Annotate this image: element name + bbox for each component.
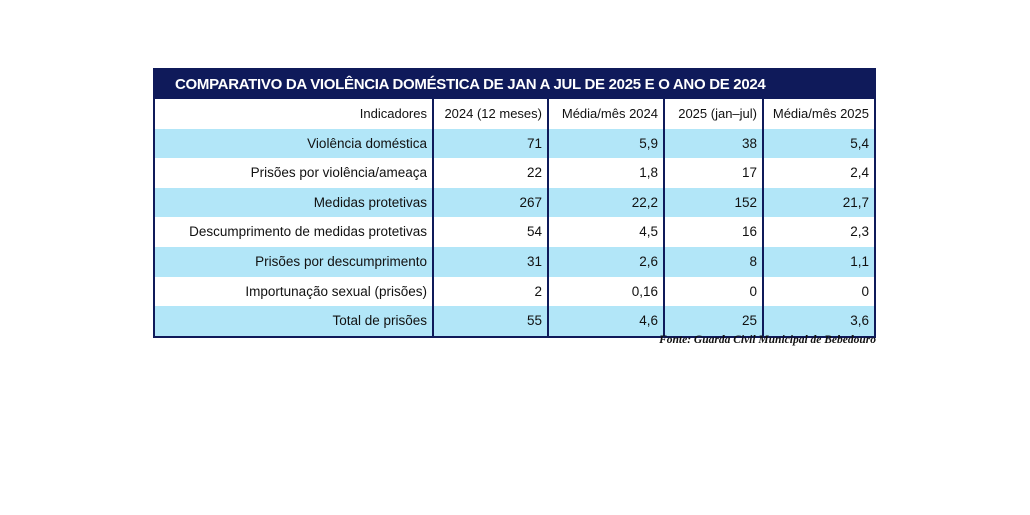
header-row: Indicadores 2024 (12 meses) Média/mês 2024… xyxy=(155,99,874,129)
table-cell: 21,7 xyxy=(842,194,869,210)
table-cell: Média/mês 2025 xyxy=(772,106,869,121)
table-cell: 267 xyxy=(434,187,549,218)
table-cell: 2,6 xyxy=(549,246,665,277)
table-cell: 1,1 xyxy=(850,253,869,269)
table-cell: 0,16 xyxy=(549,276,665,307)
table-cell: Total de prisões xyxy=(155,306,434,336)
table-row: Descumprimento de medidas protetivas 54 4,… xyxy=(155,217,874,247)
table-cell: 152 xyxy=(665,187,764,218)
table: COMPARATIVO DA VIOLÊNCIA DOMÉSTICA DE JA… xyxy=(153,68,876,338)
table-row: Medidas protetivas 267 22,2 152 21,7 xyxy=(155,187,874,218)
table-row: Violência doméstica 71 5,9 38 5,4 xyxy=(155,128,874,159)
table-title: COMPARATIVO DA VIOLÊNCIA DOMÉSTICA DE JA… xyxy=(155,70,874,99)
table-cell: 2,4 xyxy=(850,165,869,181)
table-cell: 25 xyxy=(665,306,764,336)
table-cell: Indicadores xyxy=(155,99,434,129)
table-cell: 4,5 xyxy=(549,217,665,247)
table-row: Prisões por violência/ameaça 22 1,8 17 2,4 xyxy=(155,158,874,188)
table-cell: 2024 (12 meses) xyxy=(434,99,549,129)
table-cell: 2 xyxy=(434,276,549,307)
table-cell: 17 xyxy=(665,158,764,188)
table-cell: Medidas protetivas xyxy=(155,187,434,218)
table-cell: 0 xyxy=(861,283,869,299)
table-cell: 16 xyxy=(665,217,764,247)
table-cell: 31 xyxy=(434,246,549,277)
table-cell: 22,2 xyxy=(549,187,665,218)
table-cell: 71 xyxy=(434,128,549,159)
source: Fonte: Guarda Civil Municipal de Bebedou… xyxy=(659,334,876,346)
table-cell: 3,6 xyxy=(850,313,869,329)
table-cell: Prisões por descumprimento xyxy=(155,246,434,277)
table-cell: Violência doméstica xyxy=(155,128,434,159)
table-cell: 2,3 xyxy=(850,224,869,240)
table-cell: 22 xyxy=(434,158,549,188)
table-row: Prisões por descumprimento 31 2,6 8 1,1 xyxy=(155,246,874,277)
table-cell: 4,6 xyxy=(549,306,665,336)
table-cell: 54 xyxy=(434,217,549,247)
table-cell: 8 xyxy=(665,246,764,277)
table-cell: Prisões por violência/ameaça xyxy=(155,158,434,188)
table-cell: 0 xyxy=(665,276,764,307)
table-row: Total de prisões 55 4,6 25 3,6 xyxy=(155,306,874,336)
table-cell: Média/mês 2024 xyxy=(549,99,665,129)
table-cell: 5,9 xyxy=(549,128,665,159)
table-cell: Descumprimento de medidas protetivas xyxy=(155,217,434,247)
table-cell: Importunação sexual (prisões) xyxy=(155,276,434,307)
table-row: Importunação sexual (prisões) 2 0,16 0 0 xyxy=(155,276,874,307)
table-cell: 5,4 xyxy=(850,135,869,151)
table-cell: 38 xyxy=(665,128,764,159)
table-cell: 1,8 xyxy=(549,158,665,188)
table-cell: 55 xyxy=(434,306,549,336)
table-cell: 2025 (jan–jul) xyxy=(665,99,764,129)
